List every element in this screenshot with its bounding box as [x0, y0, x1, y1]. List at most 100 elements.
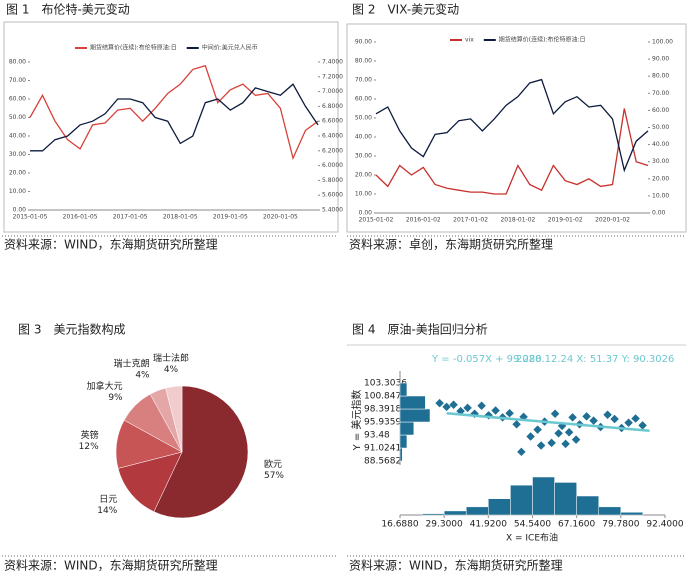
scatter-point [463, 403, 472, 413]
x-tick-label: 2015-01-02 [359, 217, 394, 224]
series-line [30, 83, 319, 152]
legend-label: 中间价:美元兑人民币 [202, 44, 258, 52]
y-hist-bar [399, 408, 431, 423]
x-tick-label: 2017-01-05 [113, 214, 148, 221]
x-hist-bar [620, 512, 644, 516]
slice-label: 英镑 [81, 429, 99, 441]
y-tick-label: 60.00 [9, 96, 26, 103]
series-line [375, 108, 649, 195]
y2-tick-label: 40.00 [652, 141, 669, 148]
x-hist-bar [598, 506, 622, 516]
y-tick-label: 10.00 [355, 191, 372, 198]
y-hist-bar [399, 434, 408, 449]
y-tick-label: 30.00 [9, 151, 26, 158]
caption: 图 3 美元指数构成 [18, 322, 125, 337]
y2-tick-label: 0.00 [652, 210, 666, 217]
legend-label: 期货结算价(连续):布伦特原油:日 [499, 36, 586, 44]
x-tick-label: 2020-01-02 [595, 217, 630, 224]
trend-line [446, 412, 650, 433]
y2-tick-label: 6.6000 [322, 118, 343, 125]
y-tick-label: 93.48 [364, 431, 390, 441]
x-hist-bar [488, 498, 511, 516]
scatter-point [564, 428, 574, 437]
scatter-point [582, 412, 591, 421]
series-line [29, 64, 319, 161]
x-hist-bar [510, 484, 533, 516]
source: 资料来源：WIND，东海期货研究所整理 [4, 237, 218, 252]
x-tick-label: 67.1600 [558, 520, 595, 530]
caption: 图 2 VIX-美元变动 [352, 2, 459, 17]
x-tick-label: 79.7800 [602, 520, 639, 530]
y-tick-label: 10.00 [9, 188, 26, 195]
x-axis-label: X = ICE布油 [506, 532, 558, 544]
slice-value: 14% [97, 506, 117, 516]
pie-slice [117, 451, 183, 513]
y2-tick-label: 80.00 [652, 73, 669, 80]
scatter-point [568, 413, 577, 422]
slice-label: 加拿大元 [87, 380, 123, 392]
y-tick-label: 0.00 [359, 210, 373, 217]
y-tick-label: 103.3036 [364, 379, 407, 389]
y-hist-bar [399, 447, 403, 462]
x-hist-bar [421, 513, 445, 516]
y2-tick-label: 60.00 [652, 107, 669, 114]
y-tick-label: 50.00 [355, 115, 372, 122]
x-tick-label: 2019-01-05 [213, 214, 248, 221]
scatter-point [554, 429, 563, 438]
y-tick-label: 40.00 [355, 134, 372, 141]
scatter-point [610, 414, 619, 424]
slice-label: 瑞士法郎 [153, 352, 189, 364]
x-tick-label: 2020-01-05 [263, 214, 298, 221]
y-tick-label: 91.0241 [364, 444, 401, 454]
y-tick-label: 50.00 [9, 114, 26, 121]
panel-frame [3, 21, 339, 233]
y2-tick-label: 50.00 [652, 124, 669, 131]
y-axis-label: Y = 美元指数 [350, 390, 363, 452]
y-tick-label: 30.00 [355, 153, 372, 160]
slice-label: 瑞士克朗 [114, 358, 150, 370]
scatter-point [624, 418, 633, 427]
y-tick-label: 100.8477 [364, 392, 407, 402]
x-hist-bar [465, 506, 489, 516]
scatter-point [550, 409, 560, 418]
scatter-point [638, 421, 647, 430]
y2-tick-label: 10.00 [652, 192, 669, 199]
y-tick-label: 80.00 [9, 59, 26, 66]
scatter-point [512, 420, 521, 429]
y-tick-label: 70.00 [355, 77, 372, 84]
scatter-point [561, 439, 570, 449]
scatter-point [442, 402, 451, 412]
caption: 图 4 原油-美指回归分析 [352, 322, 488, 337]
y-tick-label: 95.9359 [364, 418, 401, 428]
y2-tick-label: 100.00 [652, 39, 673, 46]
y-hist-bar [399, 382, 408, 397]
slice-value: 4% [164, 365, 179, 375]
y-tick-label: 98.3918 [364, 405, 401, 415]
x-tick-label: 2016-01-05 [63, 214, 98, 221]
slice-value: 12% [79, 442, 99, 452]
scatter-point [449, 400, 458, 409]
series-line [375, 78, 649, 173]
scatter-point [536, 441, 546, 450]
scatter-point [517, 447, 526, 457]
caption: 图 1 布伦特-美元变动 [6, 2, 130, 17]
y2-tick-label: 5.8000 [322, 177, 343, 184]
y-tick-label: 20.00 [355, 172, 372, 179]
y-tick-label: 0.00 [13, 207, 27, 214]
x-hist-bar [532, 476, 555, 516]
slice-label: 日元 [99, 494, 117, 505]
y2-tick-label: 7.2000 [322, 73, 343, 80]
x-tick-label: 92.4000 [646, 520, 683, 530]
slice-value: 57% [264, 471, 284, 481]
x-tick-label: 2018-01-02 [500, 217, 535, 224]
pie-slice [165, 385, 183, 453]
source: 资料来源：卓创，东海期货研究所整理 [349, 237, 553, 252]
y-tick-label: 60.00 [355, 96, 372, 103]
scatter-point [435, 398, 444, 408]
y2-tick-label: 70.00 [652, 90, 669, 97]
scatter-point [533, 425, 542, 434]
x-hist-bar [443, 510, 467, 516]
y2-tick-label: 6.2000 [322, 147, 343, 154]
x-tick-label: 2019-01-02 [548, 217, 583, 224]
